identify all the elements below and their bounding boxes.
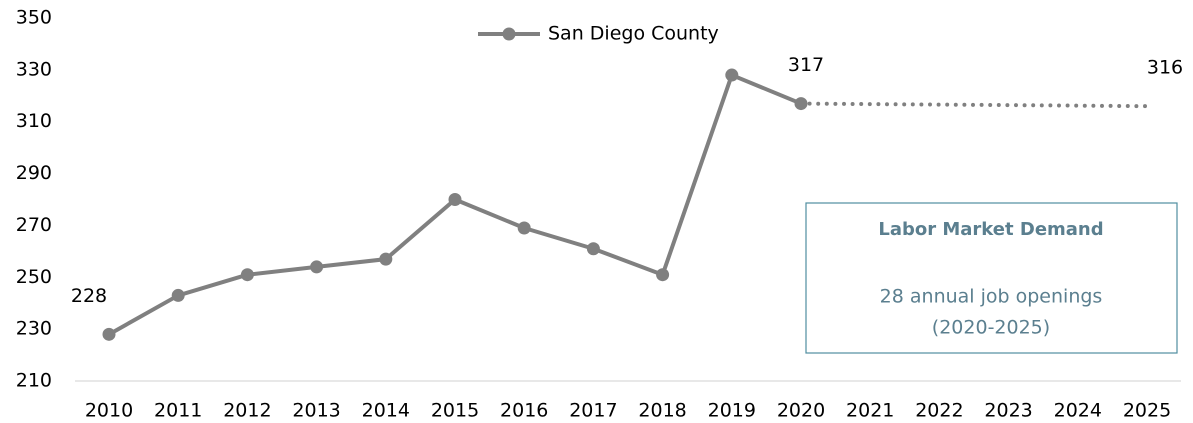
point bbox=[379, 252, 393, 266]
annotation-box bbox=[805, 202, 1178, 354]
y-tick-label: 270 bbox=[16, 214, 52, 236]
x-tick-label: 2021 bbox=[846, 400, 894, 422]
annotation-line: 28 annual job openings bbox=[880, 286, 1103, 308]
y-tick-label: 230 bbox=[16, 318, 52, 340]
x-tick-label: 2020 bbox=[777, 400, 825, 422]
x-tick-label: 2013 bbox=[292, 400, 340, 422]
x-tick-label: 2015 bbox=[431, 400, 479, 422]
x-tick-label: 2022 bbox=[915, 400, 963, 422]
y-tick-label: 250 bbox=[16, 266, 52, 288]
x-tick-label: 2011 bbox=[154, 400, 202, 422]
point bbox=[448, 193, 462, 206]
point bbox=[586, 242, 600, 256]
y-tick-label: 310 bbox=[16, 110, 52, 132]
point bbox=[102, 327, 116, 341]
point bbox=[656, 268, 670, 282]
x-tick-label: 2019 bbox=[708, 400, 756, 422]
point bbox=[310, 260, 324, 274]
y-tick-label: 330 bbox=[16, 58, 52, 80]
point bbox=[171, 288, 185, 302]
series-line bbox=[799, 101, 1149, 109]
legend-label: San Diego County bbox=[548, 23, 719, 45]
x-tick-label: 2025 bbox=[1123, 400, 1171, 422]
x-tick-label: 2017 bbox=[569, 400, 617, 422]
annotation-title: Labor Market Demand bbox=[878, 219, 1103, 240]
y-tick-label: 290 bbox=[16, 162, 52, 184]
x-tick-label: 2016 bbox=[500, 400, 548, 422]
point bbox=[725, 68, 739, 82]
point bbox=[240, 268, 254, 282]
y-tick-label: 350 bbox=[16, 7, 52, 29]
x-tick-label: 2024 bbox=[1054, 400, 1102, 422]
x-tick-label: 2010 bbox=[85, 400, 133, 422]
x-tick-label: 2014 bbox=[362, 400, 410, 422]
x-tick-label: 2023 bbox=[984, 400, 1032, 422]
x-tick-label: 2012 bbox=[223, 400, 271, 422]
x-tick-label: 2018 bbox=[638, 400, 686, 422]
legend-marker bbox=[502, 27, 516, 41]
point bbox=[517, 221, 531, 235]
data-label: 316 bbox=[1147, 57, 1183, 79]
data-label: 228 bbox=[71, 285, 107, 307]
data-label: 317 bbox=[788, 54, 824, 76]
y-tick-label: 210 bbox=[16, 370, 52, 392]
annotation-line: (2020-2025) bbox=[932, 317, 1050, 339]
